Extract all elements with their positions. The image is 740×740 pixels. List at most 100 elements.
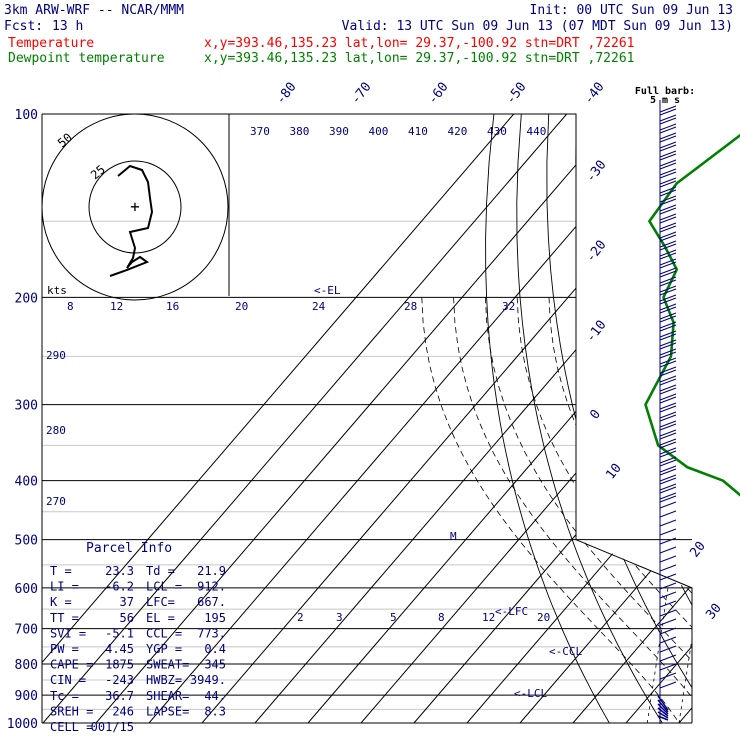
wind-barb <box>659 204 677 212</box>
hodograph-ring-label: 50 <box>55 130 75 150</box>
moist-adiabat-line <box>485 297 692 723</box>
wind-barb <box>659 474 677 482</box>
wind-barb <box>659 486 677 494</box>
isotherm-label: -80 <box>273 80 299 108</box>
pressure-tick-label: 300 <box>15 399 38 414</box>
theta-label: 410 <box>408 125 428 138</box>
wind-barb <box>659 537 677 545</box>
wind-barb <box>657 707 669 717</box>
parcel-label: SVI = <box>50 626 86 640</box>
pressure-tick-label: 400 <box>15 475 38 490</box>
wind-barb <box>659 324 677 332</box>
wind-barb <box>659 207 677 215</box>
isotherm-line <box>307 114 692 723</box>
parcel-value: 3949. <box>190 673 226 687</box>
wind-barb <box>657 699 669 713</box>
wind-barb <box>659 177 677 185</box>
parcel-label: YGP = <box>146 642 182 656</box>
parcel-label: TT = <box>50 611 79 625</box>
wind-barb <box>659 258 677 266</box>
theta-label: 380 <box>290 125 310 138</box>
isotherm-label: -20 <box>583 238 609 266</box>
wind-barb <box>659 465 677 473</box>
wind-barb <box>659 351 677 359</box>
isotherm-label: 30 <box>703 601 724 623</box>
wind-barb <box>659 132 677 140</box>
pressure-tick-label: 700 <box>15 623 38 638</box>
dry-adiabat-line <box>516 114 663 723</box>
wind-barb <box>657 703 669 715</box>
wind-barb <box>659 180 677 188</box>
wind-barb <box>659 348 677 356</box>
wind-barb <box>659 405 677 413</box>
pressure-tick-label: 500 <box>15 534 38 549</box>
theta-label: 280 <box>46 424 66 437</box>
wind-barb <box>659 222 677 230</box>
parcel-value: 773. <box>197 626 226 640</box>
parcel-label: T = <box>50 564 72 578</box>
wind-barb <box>659 234 677 242</box>
wind-barb <box>659 402 677 410</box>
isotherm-line <box>413 114 692 723</box>
wind-barb <box>659 171 677 179</box>
full-barb-label: Full barb: <box>635 86 695 97</box>
dewpoint-location-info: x,y=393.46,135.23 lat,lon= 29.37,-100.92… <box>204 51 634 66</box>
wind-barb <box>659 636 677 644</box>
wind-barb <box>659 360 677 368</box>
mixing-ratio-label: 3 <box>336 611 343 624</box>
wind-barb <box>659 519 677 527</box>
wind-barb <box>659 279 677 287</box>
theta-label: 270 <box>46 495 66 508</box>
parcel-label: CIN = <box>50 673 86 687</box>
parcel-value: 195 <box>204 611 226 625</box>
wind-barb <box>659 582 677 590</box>
parcel-label: CCL = <box>146 626 182 640</box>
wind-barb <box>657 715 669 721</box>
wind-barb <box>659 378 677 386</box>
isotherm-line <box>42 114 568 723</box>
full-barb-value: 5 m s <box>650 95 680 106</box>
wind-barb <box>659 546 677 554</box>
theta-label: 290 <box>46 349 66 362</box>
wind-barb <box>659 591 677 599</box>
wind-barb <box>659 573 677 581</box>
dry-adiabat-line <box>603 114 692 723</box>
isotherm-label: -10 <box>583 318 609 346</box>
wind-barb <box>659 450 677 458</box>
wind-barb <box>659 330 677 338</box>
wind-barb <box>659 414 677 422</box>
isotherm-label: -30 <box>583 158 609 186</box>
wind-barb <box>659 105 677 113</box>
mixing-ratio-label: 8 <box>438 611 445 624</box>
wind-barb <box>659 306 677 314</box>
moist-adiabat-line <box>421 297 680 723</box>
wind-barb <box>659 384 677 392</box>
theta-label: 440 <box>527 125 547 138</box>
plot-frame <box>41 113 693 724</box>
parcel-value: 8.3 <box>204 704 226 718</box>
forecast-hour: 13 h <box>52 19 83 34</box>
parcel-label: K = <box>50 595 72 609</box>
dry-adiabat-line <box>546 114 692 723</box>
parcel-label: CELL = <box>50 720 93 734</box>
wind-barb <box>657 695 669 711</box>
theta-label: 420 <box>448 125 468 138</box>
wind-barb <box>659 387 677 395</box>
mixing-ratio-line <box>646 587 669 723</box>
wind-barb <box>659 321 677 329</box>
parcel-value: -243 <box>105 673 134 687</box>
mixing-ratio-label: 5 <box>390 611 397 624</box>
wind-barb <box>659 501 677 509</box>
wind-barb <box>659 315 677 323</box>
mixing-ratio-label: 8 <box>67 300 74 313</box>
wind-barb <box>659 303 677 311</box>
dewpoint-curve <box>644 133 740 497</box>
wind-barb <box>659 555 677 563</box>
wind-barb <box>659 483 677 491</box>
parcel-value: 246 <box>112 704 134 718</box>
isotherm-line <box>42 114 515 723</box>
parcel-value: 912. <box>197 580 226 594</box>
pressure-tick-label: 800 <box>15 658 38 673</box>
isotherm-label: -60 <box>425 80 451 108</box>
